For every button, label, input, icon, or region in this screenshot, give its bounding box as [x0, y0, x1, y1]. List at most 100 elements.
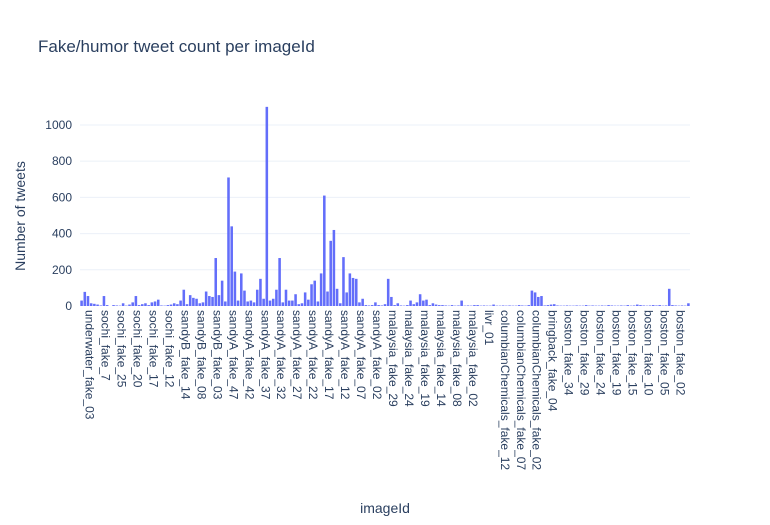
- bar: [517, 305, 521, 306]
- bar: [303, 292, 307, 306]
- bar: [431, 303, 435, 306]
- bar: [335, 288, 339, 306]
- bar: [671, 305, 674, 306]
- bar: [339, 303, 342, 306]
- bar: [655, 305, 658, 306]
- bar: [166, 305, 170, 306]
- bar: [144, 303, 147, 306]
- bar: [102, 296, 106, 306]
- bar: [188, 295, 192, 306]
- bar: [89, 303, 93, 306]
- bar: [201, 302, 205, 306]
- bar: [651, 305, 655, 306]
- bar: [354, 278, 358, 306]
- chart-title: Fake/humor tweet count per imageId: [38, 37, 315, 56]
- bar: [342, 257, 345, 306]
- bar: [80, 300, 83, 306]
- bar: [93, 303, 96, 306]
- bar: [262, 298, 265, 306]
- bar: [620, 305, 623, 306]
- x-tick-label: sandyA_fake_07: [354, 310, 368, 400]
- x-tick-label: malaysia_fake_24: [402, 310, 416, 407]
- x-tick-label: sochi_fake_12: [162, 310, 176, 388]
- x-tick-label: livr_01: [482, 310, 496, 346]
- bar: [412, 304, 416, 306]
- bar: [287, 300, 291, 306]
- x-tick-label: boston_fake_10: [642, 310, 656, 396]
- x-tick-label: sandyA_fake_37: [258, 310, 272, 400]
- bar: [243, 290, 246, 306]
- bar: [377, 305, 380, 306]
- x-tick-label: boston_fake_15: [626, 310, 640, 396]
- bar: [370, 305, 374, 306]
- bar: [214, 258, 218, 306]
- bar: [291, 300, 294, 306]
- x-tick-label: bringback_fake_04: [546, 310, 560, 412]
- bar: [294, 294, 297, 306]
- bar: [552, 304, 556, 306]
- bar: [224, 301, 227, 306]
- bar: [259, 278, 262, 306]
- bar: [450, 305, 454, 306]
- x-tick-label: malaysia_fake_14: [434, 310, 448, 407]
- bar: [198, 303, 202, 306]
- bar: [549, 304, 553, 306]
- x-tick-label: sandyA_fake_22: [306, 310, 320, 400]
- y-tick-labels: 0 200 400 600 800 1000: [45, 118, 72, 313]
- bar: [591, 305, 594, 306]
- x-tick-label: sochi_fake_7: [99, 310, 113, 381]
- bar: [332, 229, 336, 306]
- bar: [390, 296, 393, 306]
- bar: [441, 305, 444, 306]
- bar: [664, 305, 668, 306]
- x-tick-label: sandyA_fake_32: [274, 310, 288, 400]
- x-tick-label: sandyA_fake_17: [322, 310, 336, 400]
- x-tick-label: sandyA_fake_27: [290, 310, 304, 400]
- bar: [632, 305, 636, 306]
- bar: [626, 305, 629, 306]
- x-tick-label: malaysia_fake_08: [450, 310, 464, 407]
- x-tick-label: columbianChemicals_fake_12: [498, 310, 512, 470]
- bar: [185, 304, 189, 306]
- bar: [179, 300, 182, 306]
- bar: [141, 304, 144, 306]
- bar: [444, 305, 447, 306]
- bar: [415, 302, 419, 306]
- bar: [323, 195, 326, 306]
- x-tick-label: sochi_fake_20: [131, 310, 145, 388]
- bar: [265, 106, 269, 306]
- bar: [268, 300, 272, 306]
- bar: [473, 305, 476, 306]
- bar: [96, 304, 99, 306]
- bar: [364, 305, 368, 306]
- bar: [584, 305, 588, 306]
- bar: [543, 305, 546, 306]
- bar: [128, 304, 131, 306]
- bar: [639, 305, 642, 306]
- y-tick-label: 0: [65, 299, 72, 313]
- bar: [182, 289, 186, 306]
- bar: [667, 288, 671, 306]
- x-tick-label: sandyA_fake_42: [242, 310, 256, 400]
- bar: [636, 304, 639, 306]
- bar: [383, 304, 387, 306]
- x-tick-label: boston_fake_34: [562, 310, 576, 396]
- bar: [501, 305, 505, 306]
- bar: [300, 303, 304, 306]
- y-tick-label: 600: [52, 190, 72, 204]
- bar: [537, 296, 540, 306]
- bar: [546, 305, 550, 306]
- bar: [533, 292, 537, 306]
- bar: [348, 273, 352, 306]
- bar: [386, 278, 390, 306]
- bar: [284, 289, 288, 306]
- bar: [425, 299, 428, 306]
- bar: [610, 305, 614, 306]
- bar: [255, 289, 259, 306]
- bar: [530, 290, 534, 306]
- bar: [556, 305, 559, 306]
- bar: [476, 305, 479, 306]
- x-tick-labels: underwater_fake_03 sochi_fake_7 sochi_fake…: [83, 310, 688, 470]
- bar: [345, 292, 348, 306]
